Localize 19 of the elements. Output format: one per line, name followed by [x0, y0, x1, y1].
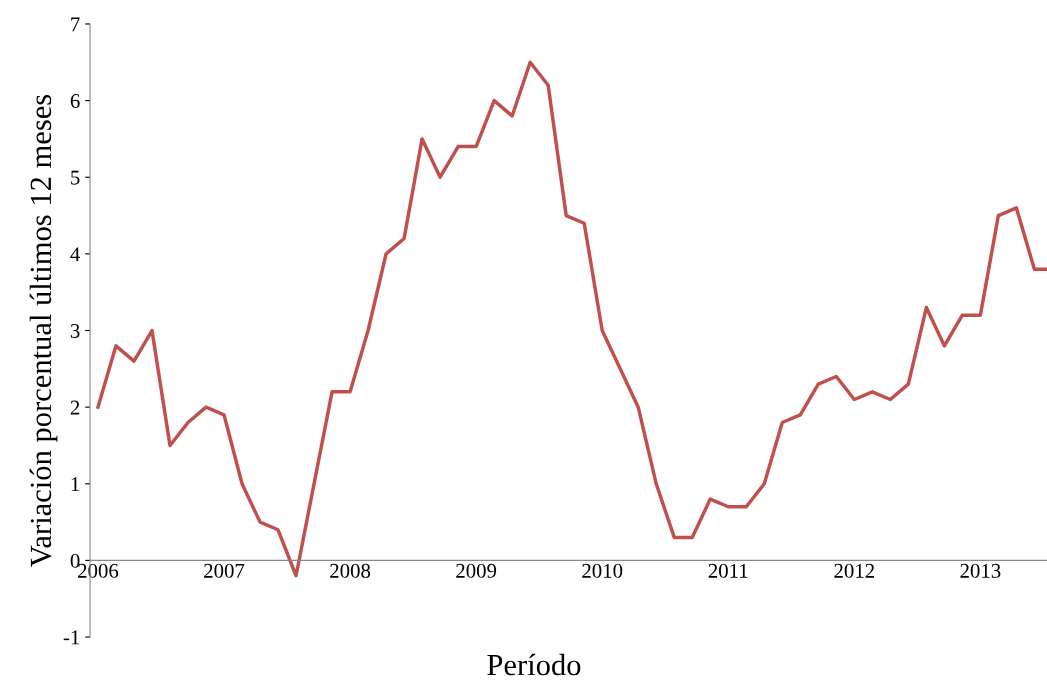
x-tick-label: 2006 [78, 563, 119, 578]
x-tick-label: 2010 [582, 563, 623, 578]
y-tick-label: 0 [70, 553, 80, 568]
x-tick-label: 2011 [708, 563, 748, 578]
x-tick-label: 2009 [456, 563, 497, 578]
y-axis-title: Variación porcentual últimos 12 meses [29, 94, 58, 567]
y-tick-label: 7 [71, 17, 80, 32]
y-tick-label: 1 [71, 477, 80, 492]
x-tick-label: 2012 [834, 563, 874, 578]
y-tick-label: 6 [70, 94, 80, 109]
x-tick-label: 2008 [330, 563, 371, 578]
y-tick-label: 5 [71, 170, 80, 185]
x-tick-label: 2013 [960, 563, 1001, 578]
y-tick-label: -1 [63, 630, 80, 645]
x-axis-title: Período [487, 653, 581, 676]
x-tick-label: 2007 [204, 563, 245, 578]
y-tick-label: 2 [70, 400, 80, 415]
y-tick-label: 3 [70, 323, 80, 338]
y-tick-label: 4 [70, 247, 80, 262]
